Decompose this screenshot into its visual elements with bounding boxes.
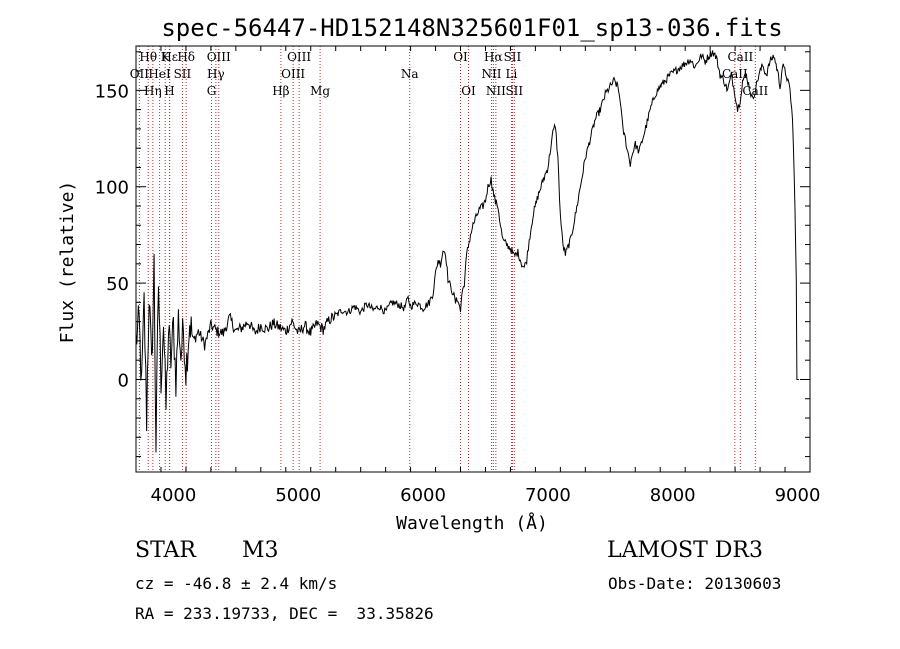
line-label: SII bbox=[504, 50, 522, 64]
line-label: Hβ bbox=[272, 84, 289, 98]
x-tick-label: 7000 bbox=[525, 485, 571, 506]
line-label: HeI bbox=[148, 67, 171, 81]
line-label: Mg bbox=[310, 84, 330, 98]
x-tick-label: 5000 bbox=[275, 485, 321, 506]
coordinates: RA = 233.19733, DEC = 33.35826 bbox=[135, 604, 434, 623]
spectrum-line bbox=[135, 50, 799, 453]
line-label: Hγ bbox=[207, 67, 225, 81]
axis-ticks: 4000 5000 6000 7000 8000 9000 0 50 100 150 bbox=[95, 46, 821, 506]
survey-name: LAMOST DR3 bbox=[607, 538, 763, 563]
line-label: SII bbox=[505, 84, 523, 98]
line-label: OII bbox=[130, 67, 150, 81]
line-label: NII bbox=[481, 67, 501, 81]
radial-velocity: cz = -46.8 ± 2.4 km/s bbox=[135, 574, 338, 593]
line-label: NII bbox=[486, 84, 506, 98]
y-axis-label: Flux (relative) bbox=[57, 181, 78, 344]
spectral-line-markers bbox=[138, 46, 756, 472]
line-label: Hθ bbox=[139, 50, 157, 64]
plot-frame bbox=[135, 45, 811, 473]
y-tick-label: 0 bbox=[118, 370, 129, 391]
object-class: STAR bbox=[135, 538, 196, 563]
x-tick-label: 9000 bbox=[775, 485, 821, 506]
line-label: OI bbox=[461, 84, 476, 98]
observation-date: Obs-Date: 20130603 bbox=[608, 574, 782, 593]
line-label: CaII bbox=[727, 50, 753, 64]
line-label: CaII bbox=[742, 84, 768, 98]
line-label: OIII bbox=[281, 67, 305, 81]
x-tick-label: 4000 bbox=[151, 485, 197, 506]
y-tick-label: 100 bbox=[95, 178, 129, 199]
line-label: Hη bbox=[144, 84, 162, 98]
line-label: SII bbox=[174, 67, 192, 81]
x-tick-label: 8000 bbox=[650, 485, 696, 506]
line-label: CaII bbox=[722, 67, 748, 81]
y-tick-label: 150 bbox=[95, 81, 129, 102]
line-label: Li bbox=[506, 67, 518, 81]
line-label: H bbox=[164, 84, 174, 98]
object-subclass: M3 bbox=[242, 538, 279, 563]
chart-title: spec-56447-HD152148N325601F01_sp13-036.f… bbox=[161, 14, 782, 42]
x-axis-label: Wavelength (Å) bbox=[396, 512, 548, 534]
y-tick-label: 50 bbox=[106, 274, 129, 295]
line-label: K bbox=[161, 50, 171, 64]
line-label: Hα bbox=[484, 50, 503, 64]
line-label: Hδ bbox=[177, 50, 195, 64]
line-label: Hε bbox=[161, 50, 178, 64]
line-label: OIII bbox=[207, 50, 231, 64]
line-label: OI bbox=[453, 50, 468, 64]
line-label: OIII bbox=[287, 50, 311, 64]
line-label: G bbox=[207, 84, 217, 98]
x-tick-label: 6000 bbox=[400, 485, 446, 506]
line-label: Na bbox=[401, 67, 419, 81]
